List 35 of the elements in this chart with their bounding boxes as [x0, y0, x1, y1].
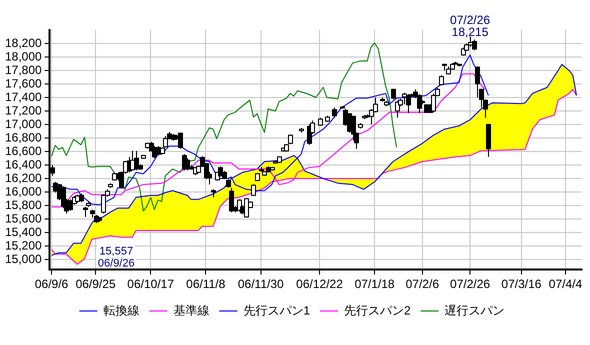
y-tick-label: 17,600: [5, 76, 42, 90]
y-tick-label: 17,400: [5, 90, 42, 104]
y-tick-label: 18,000: [5, 49, 42, 64]
y-tick-label: 17,000: [5, 116, 42, 131]
y-tick-label: 17,800: [5, 62, 42, 77]
annotation: 07/2/26 18,215: [450, 12, 490, 39]
y-tick-label: 16,000: [5, 184, 42, 198]
annotation: 15,557 06/9/26: [98, 246, 135, 270]
legend-label: 先行スパン2: [344, 303, 411, 318]
x-tick-label: 06/11/30: [238, 277, 284, 292]
y-tick-label: 15,600: [5, 211, 42, 226]
y-tick-label: 15,200: [5, 238, 42, 252]
legend-label: 基準線: [173, 303, 210, 318]
x-tick-label: 07/1/18: [354, 277, 395, 292]
y-tick-label: 18,200: [5, 36, 42, 50]
x-tick-label: 07/2/6: [406, 277, 440, 292]
x-tick-label: 07/4/4: [548, 277, 582, 292]
x-tick-label: 06/11/8: [186, 277, 226, 292]
y-tick-label: 15,000: [5, 252, 42, 266]
y-tick-label: 16,400: [5, 157, 42, 172]
x-tick-label: 06/10/17: [127, 277, 174, 292]
x-tick-label: 06/9/6: [34, 277, 69, 292]
y-tick-label: 17,200: [5, 103, 42, 118]
y-tick-label: 15,400: [5, 224, 42, 239]
x-tick-label: 06/9/25: [76, 277, 116, 292]
legend-label: 先行スパン1: [243, 303, 310, 318]
x-tick-label: 07/3/16: [501, 277, 542, 292]
y-tick-label: 16,600: [5, 144, 42, 158]
y-tick-label: 16,200: [5, 170, 42, 185]
legend-label: 遅行スパン: [444, 303, 505, 318]
y-tick-label: 16,800: [5, 130, 42, 144]
x-tick-label: 06/12/22: [296, 277, 344, 292]
legend-label: 転換線: [103, 303, 140, 318]
y-tick-label: 15,800: [5, 198, 42, 212]
x-tick-label: 07/2/26: [450, 277, 490, 292]
